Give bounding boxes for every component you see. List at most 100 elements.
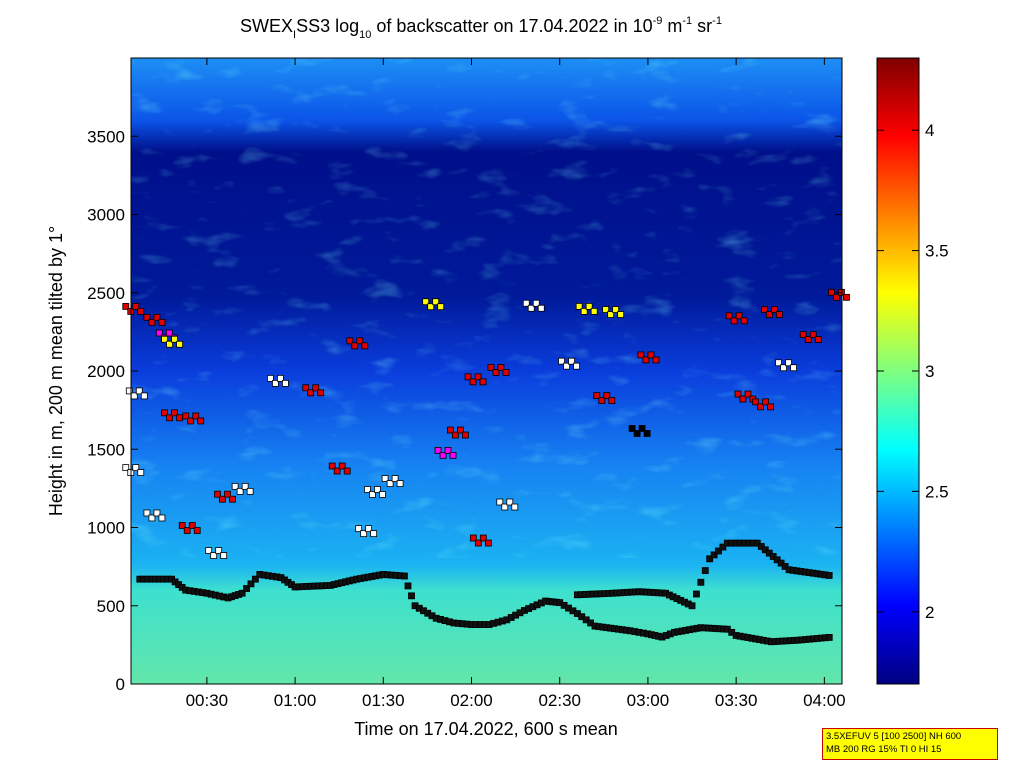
y-tick-label: 1000 xyxy=(87,519,125,538)
cloud-marker xyxy=(628,425,636,432)
cloud-marker xyxy=(434,446,442,454)
cloud-marker xyxy=(642,356,650,364)
cloud-marker xyxy=(527,304,535,312)
cloud-marker xyxy=(381,475,389,482)
cloud-marker xyxy=(148,514,156,522)
cloud-marker xyxy=(479,378,487,386)
cloud-marker xyxy=(725,312,733,320)
cloud-marker xyxy=(511,503,519,511)
cloud-marker xyxy=(833,293,840,301)
cloud-marker xyxy=(608,397,616,405)
cloud-marker xyxy=(461,431,469,439)
cloud-marker xyxy=(328,462,336,470)
cloud-marker xyxy=(580,307,588,315)
settings-info-box: 3.5XEFUV 5 [100 2500] NH 600 MB 200 RG 1… xyxy=(822,728,998,760)
cloud-marker xyxy=(647,351,655,359)
cloud-marker xyxy=(166,414,173,422)
cloud-marker xyxy=(496,498,504,506)
colorbar-tick-label: 2 xyxy=(925,603,934,622)
cloud-marker xyxy=(585,302,593,310)
cloud-marker xyxy=(506,498,514,506)
layer-marker xyxy=(408,592,415,600)
cloud-marker xyxy=(575,302,583,310)
cloud-marker xyxy=(446,426,454,434)
cloud-marker xyxy=(365,525,373,533)
cloud-marker xyxy=(143,313,151,321)
cloud-marker xyxy=(192,412,200,420)
layer-marker xyxy=(693,590,700,598)
cloud-marker xyxy=(143,509,151,517)
cloud-marker xyxy=(757,403,765,411)
cloud-marker xyxy=(370,530,378,538)
cloud-marker xyxy=(761,306,768,313)
x-axis-label: Time on 17.04.2022, 600 s mean xyxy=(354,719,618,739)
cloud-marker xyxy=(785,359,792,367)
layer-marker xyxy=(710,551,718,559)
plot-area: 00:30 01:00 01:30 02:00 02:30 03:00 03:30 04:00… xyxy=(87,57,850,710)
cloud-marker xyxy=(396,480,404,487)
cloud-marker xyxy=(573,362,580,370)
layer-marker xyxy=(701,567,709,574)
cloud-marker xyxy=(351,342,359,350)
cloud-marker xyxy=(224,490,231,498)
info-line-2: MB 200 RG 15% TI 0 HI 15 xyxy=(826,744,942,755)
cloud-marker xyxy=(449,451,457,459)
cloud-marker xyxy=(176,340,183,348)
x-axis: 00:30 01:00 01:30 02:00 02:30 03:00 03:30 04:00 xyxy=(186,58,846,710)
cloud-marker xyxy=(558,357,565,365)
cloud-marker xyxy=(771,306,778,313)
cloud-marker xyxy=(277,374,284,382)
colorbar-tick-label: 3.5 xyxy=(925,242,949,261)
cloud-marker xyxy=(762,398,770,406)
layer-marker xyxy=(243,585,250,592)
cloud-marker xyxy=(739,395,747,403)
colorbar-tick-label: 2.5 xyxy=(925,482,949,501)
cloud-marker xyxy=(568,357,575,365)
cloud-marker xyxy=(633,430,641,437)
cloud-marker xyxy=(563,362,570,370)
cloud-marker xyxy=(171,409,178,417)
cloud-marker xyxy=(379,491,386,498)
cloud-marker xyxy=(487,364,495,371)
cloud-marker xyxy=(804,336,812,343)
colorbar-tick-label: 3 xyxy=(925,362,934,381)
x-tick-label: 01:30 xyxy=(362,691,405,710)
cloud-marker xyxy=(187,417,195,425)
cloud-marker xyxy=(828,288,835,296)
cloud-marker xyxy=(422,298,430,306)
x-tick-label: 04:00 xyxy=(803,691,846,710)
cloud-marker xyxy=(364,486,371,493)
cloud-marker xyxy=(215,547,223,554)
cloud-marker xyxy=(744,390,752,398)
layer-marker xyxy=(238,589,246,597)
cloud-marker xyxy=(740,317,748,325)
cloud-marker xyxy=(444,446,452,454)
cloud-marker xyxy=(617,311,625,318)
layer-marker xyxy=(825,572,833,579)
cloud-marker xyxy=(165,329,173,337)
chart-title: SWEXISS3 log10 of backscatter on 17.04.2… xyxy=(240,15,722,41)
cloud-marker xyxy=(766,311,773,318)
cloud-marker xyxy=(140,392,148,400)
cloud-marker xyxy=(205,547,213,554)
layer-marker xyxy=(719,543,727,551)
cloud-marker xyxy=(193,527,201,534)
cloud-marker xyxy=(522,299,530,307)
cloud-marker xyxy=(188,522,196,529)
cloud-marker xyxy=(432,298,440,306)
cloud-marker xyxy=(178,522,186,529)
cloud-marker xyxy=(338,462,346,470)
cloud-marker xyxy=(171,335,178,343)
layer-marker xyxy=(825,633,833,641)
cloud-marker xyxy=(158,318,166,326)
cloud-marker xyxy=(282,379,289,387)
layer-marker xyxy=(706,555,714,563)
cloud-marker xyxy=(219,495,226,503)
cloud-marker xyxy=(312,384,320,392)
cloud-marker xyxy=(135,387,143,395)
cloud-marker xyxy=(343,467,351,475)
cloud-marker xyxy=(317,389,325,397)
cloud-marker xyxy=(474,373,482,381)
layer-marker xyxy=(688,602,696,610)
cloud-marker xyxy=(439,451,447,459)
